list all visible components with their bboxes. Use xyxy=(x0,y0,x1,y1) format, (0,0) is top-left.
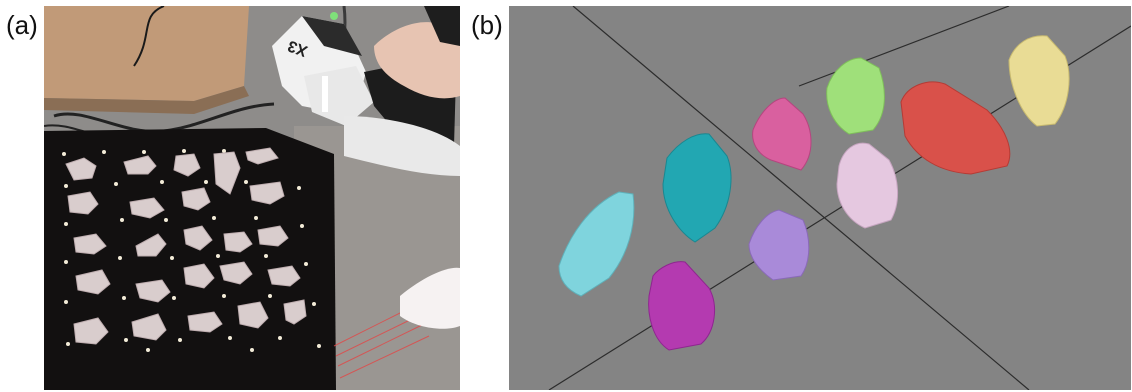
rock-red xyxy=(900,81,1011,175)
hand xyxy=(374,22,460,99)
cabinet-edge xyxy=(44,86,249,114)
rock-lavender xyxy=(836,142,899,229)
rock-yellow xyxy=(1008,35,1070,127)
rock-specimens xyxy=(65,147,307,345)
shoe xyxy=(344,116,460,176)
sleeve xyxy=(424,6,460,46)
rock-magenta xyxy=(648,261,715,351)
laser-lines xyxy=(333,310,430,379)
rock-cyan xyxy=(558,191,635,297)
scanner-model-text: X3 xyxy=(286,37,310,60)
rock-teal xyxy=(662,133,732,243)
panel-a-label: (a) xyxy=(6,10,38,40)
rock-3d-render xyxy=(509,6,1131,390)
rock-pink xyxy=(752,97,812,171)
cable xyxy=(133,6,165,67)
render-viewport xyxy=(509,6,1131,390)
reference-markers xyxy=(62,149,321,352)
scanning-photo-illustration: X3 xyxy=(44,6,460,390)
scanning-photo: X3 xyxy=(44,6,460,390)
rock-purple xyxy=(748,209,810,281)
rock-lime xyxy=(826,57,885,135)
shoe xyxy=(400,267,460,329)
panel-b-label: (b) xyxy=(471,10,503,40)
wooden-cabinet xyxy=(44,6,249,101)
